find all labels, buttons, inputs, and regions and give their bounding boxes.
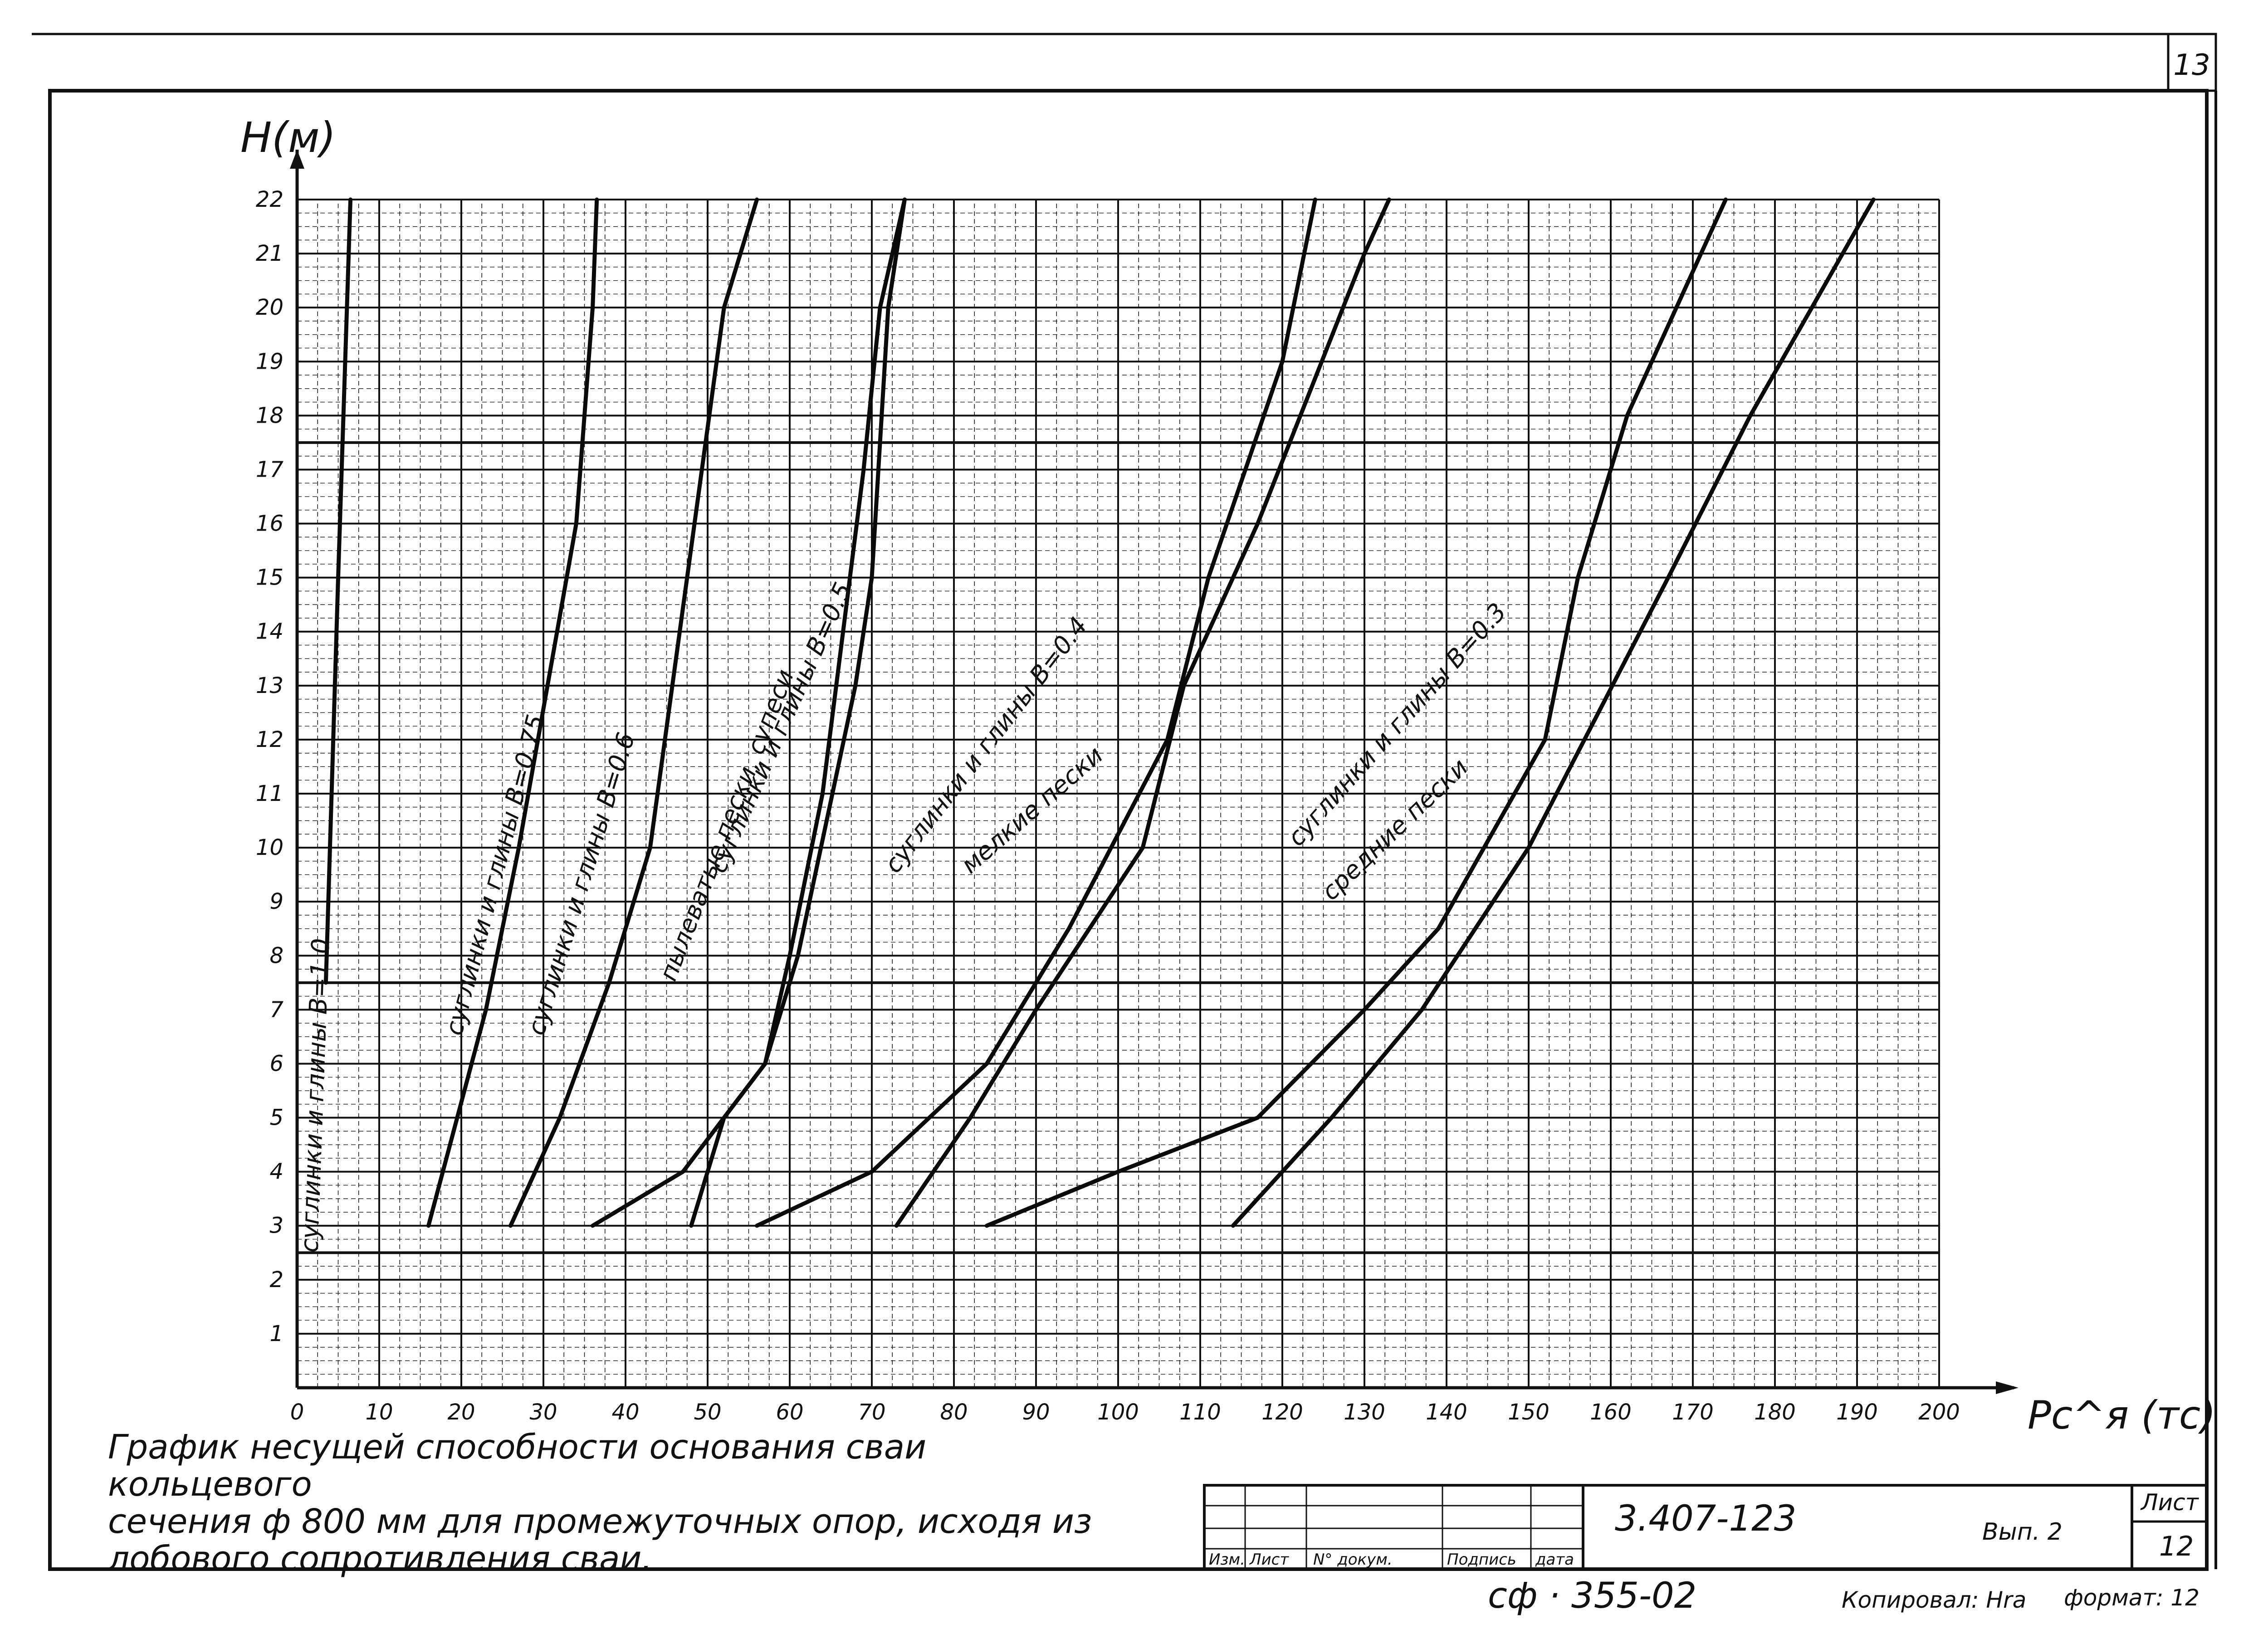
x-tick-label: 150 bbox=[1508, 1400, 1549, 1425]
y-tick-label: 4 bbox=[269, 1159, 284, 1185]
issue-label: Вып. 2 bbox=[1982, 1518, 2063, 1546]
y-tick-label: 17 bbox=[256, 457, 284, 482]
chart-caption: График несущей способности основания сва… bbox=[108, 1429, 1106, 1577]
chart-axes bbox=[290, 150, 2019, 1394]
chart-series bbox=[323, 197, 1876, 1228]
series-line-9 bbox=[1231, 197, 1876, 1228]
chart-tick-labels: 0 10 20 30 40 50 60 70 80 90 100 110 120 130 140 150 160… bbox=[256, 187, 1960, 1425]
y-tick-label: 8 bbox=[269, 943, 284, 968]
curve-label-2: суглинки и глины B=0.75 bbox=[440, 712, 550, 1038]
y-tick-label: 11 bbox=[256, 781, 284, 806]
sheet-number-top: 13 bbox=[2173, 49, 2210, 82]
col-header-doc: N° докум. bbox=[1313, 1551, 1393, 1569]
x-tick-label: 200 bbox=[1918, 1400, 1960, 1425]
y-tick-label: 2 bbox=[269, 1267, 284, 1293]
curve-label-5: суглинки и глины B=0.5 bbox=[704, 578, 858, 877]
sheet-value: 12 bbox=[2159, 1531, 2194, 1562]
x-tick-label: 130 bbox=[1344, 1400, 1385, 1425]
x-tick-label: 190 bbox=[1836, 1400, 1878, 1425]
x-tick-label: 10 bbox=[365, 1400, 393, 1425]
caption-line: График несущей способности основания сва… bbox=[108, 1428, 927, 1504]
caption-line: лобового сопротивления сваи. bbox=[108, 1539, 653, 1578]
col-header-sign: Подпись bbox=[1447, 1551, 1516, 1569]
series-line-3 bbox=[508, 197, 759, 1228]
caption-line: сечения ф 800 мм для промежуточных опор,… bbox=[108, 1502, 1092, 1541]
x-tick-label: 120 bbox=[1261, 1400, 1303, 1425]
x-tick-label: 160 bbox=[1590, 1400, 1632, 1425]
x-tick-label: 60 bbox=[776, 1400, 803, 1425]
y-tick-label: 16 bbox=[256, 511, 284, 537]
x-axis-label: Pc^я (тс) bbox=[2028, 1393, 2216, 1438]
y-axis-arrow bbox=[290, 150, 304, 169]
series-line-1 bbox=[323, 197, 353, 985]
x-tick-label: 140 bbox=[1426, 1400, 1467, 1425]
sheet-frame bbox=[48, 89, 2209, 1571]
y-tick-label: 19 bbox=[256, 349, 284, 374]
x-tick-label: 40 bbox=[611, 1400, 639, 1425]
col-header-list: Лист bbox=[1249, 1551, 1289, 1569]
y-tick-label: 21 bbox=[256, 241, 284, 266]
y-tick-label: 6 bbox=[269, 1051, 284, 1076]
y-tick-label: 20 bbox=[256, 295, 284, 320]
chart-grid bbox=[296, 199, 1940, 1389]
y-tick-label: 14 bbox=[256, 619, 284, 644]
series-line-8 bbox=[984, 197, 1728, 1228]
y-tick-label: 15 bbox=[256, 565, 284, 590]
y-tick-label: 13 bbox=[256, 673, 284, 698]
x-tick-label: 50 bbox=[694, 1400, 721, 1425]
col-header-date: дата bbox=[1535, 1551, 1574, 1569]
x-tick-label: 110 bbox=[1179, 1400, 1221, 1425]
curve-label-3: суглинки и глины B=0.6 bbox=[522, 729, 640, 1039]
series-line-5 bbox=[689, 197, 907, 1228]
chart-curve-labels: суглинки и глины B=1.0 суглинки и глины B… bbox=[295, 578, 1512, 1253]
x-tick-label: 20 bbox=[447, 1400, 475, 1425]
series-line-6 bbox=[755, 197, 1317, 1228]
x-tick-label: 90 bbox=[1022, 1400, 1050, 1425]
y-tick-label: 7 bbox=[269, 997, 284, 1022]
series-line-4 bbox=[591, 197, 907, 1228]
y-tick-label: 10 bbox=[256, 835, 284, 860]
y-tick-label: 18 bbox=[256, 403, 284, 428]
x-tick-label: 180 bbox=[1754, 1400, 1796, 1425]
curve-label-1: суглинки и глины B=1.0 bbox=[295, 938, 335, 1253]
y-tick-label: 1 bbox=[269, 1321, 284, 1346]
sheet-number-box bbox=[2167, 33, 2217, 92]
series-line-7 bbox=[894, 197, 1391, 1228]
col-header-izm: Изм. bbox=[1209, 1551, 1245, 1569]
stamp-number: сф · 355-02 bbox=[1488, 1575, 1696, 1616]
x-tick-label: 100 bbox=[1097, 1400, 1139, 1425]
y-axis-label: H(м) bbox=[240, 113, 336, 162]
title-block bbox=[1203, 1484, 2208, 1571]
series-line-2 bbox=[426, 197, 599, 1228]
x-tick-label: 30 bbox=[529, 1400, 557, 1425]
y-tick-label: 9 bbox=[269, 889, 284, 914]
x-tick-label: 0 bbox=[290, 1400, 304, 1425]
x-tick-label: 70 bbox=[858, 1400, 885, 1425]
y-tick-label: 3 bbox=[269, 1213, 284, 1239]
y-tick-label: 22 bbox=[256, 187, 284, 212]
x-tick-label: 170 bbox=[1672, 1400, 1714, 1425]
doc-code: 3.407-123 bbox=[1615, 1498, 1796, 1539]
y-tick-label: 5 bbox=[269, 1105, 284, 1131]
y-tick-label: 12 bbox=[256, 727, 284, 752]
x-axis-arrow bbox=[1996, 1381, 2019, 1394]
format-label: формат: 12 bbox=[2064, 1585, 2200, 1611]
sheet-label: Лист bbox=[2140, 1489, 2200, 1516]
x-tick-label: 80 bbox=[940, 1400, 968, 1425]
copied-by: Копировал: Hra bbox=[1842, 1587, 2026, 1613]
